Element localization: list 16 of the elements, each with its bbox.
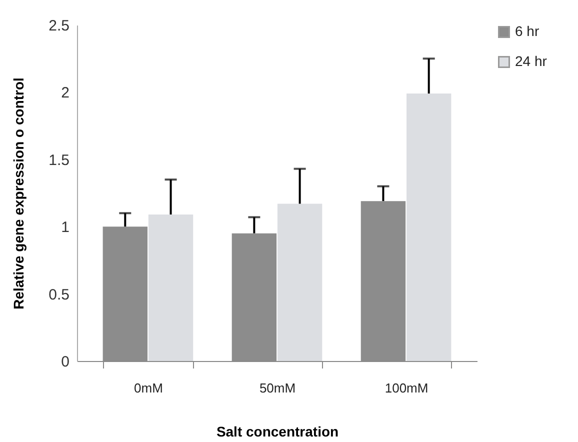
y-tick-label: 1.5 xyxy=(48,152,70,169)
x-tick-label: 100mM xyxy=(384,380,428,396)
bar xyxy=(406,94,452,361)
y-tick-label: 0 xyxy=(61,354,70,370)
y-tick-label: 1 xyxy=(61,219,70,236)
x-tick-label: 50mM xyxy=(259,380,296,396)
x-axis-title: Salt concentration xyxy=(216,424,339,440)
bar xyxy=(148,214,194,361)
y-tick-label: 2 xyxy=(61,84,70,102)
bar xyxy=(277,204,322,361)
x-tick-label: 0mM xyxy=(134,380,163,396)
y-axis-title: Relative gene expression o control xyxy=(10,78,27,310)
y-tick-label: 2.5 xyxy=(48,18,70,34)
legend-label: 24 hr xyxy=(515,53,548,69)
y-tick-label: 0.5 xyxy=(48,286,70,304)
legend-label: 6 hr xyxy=(515,23,540,39)
